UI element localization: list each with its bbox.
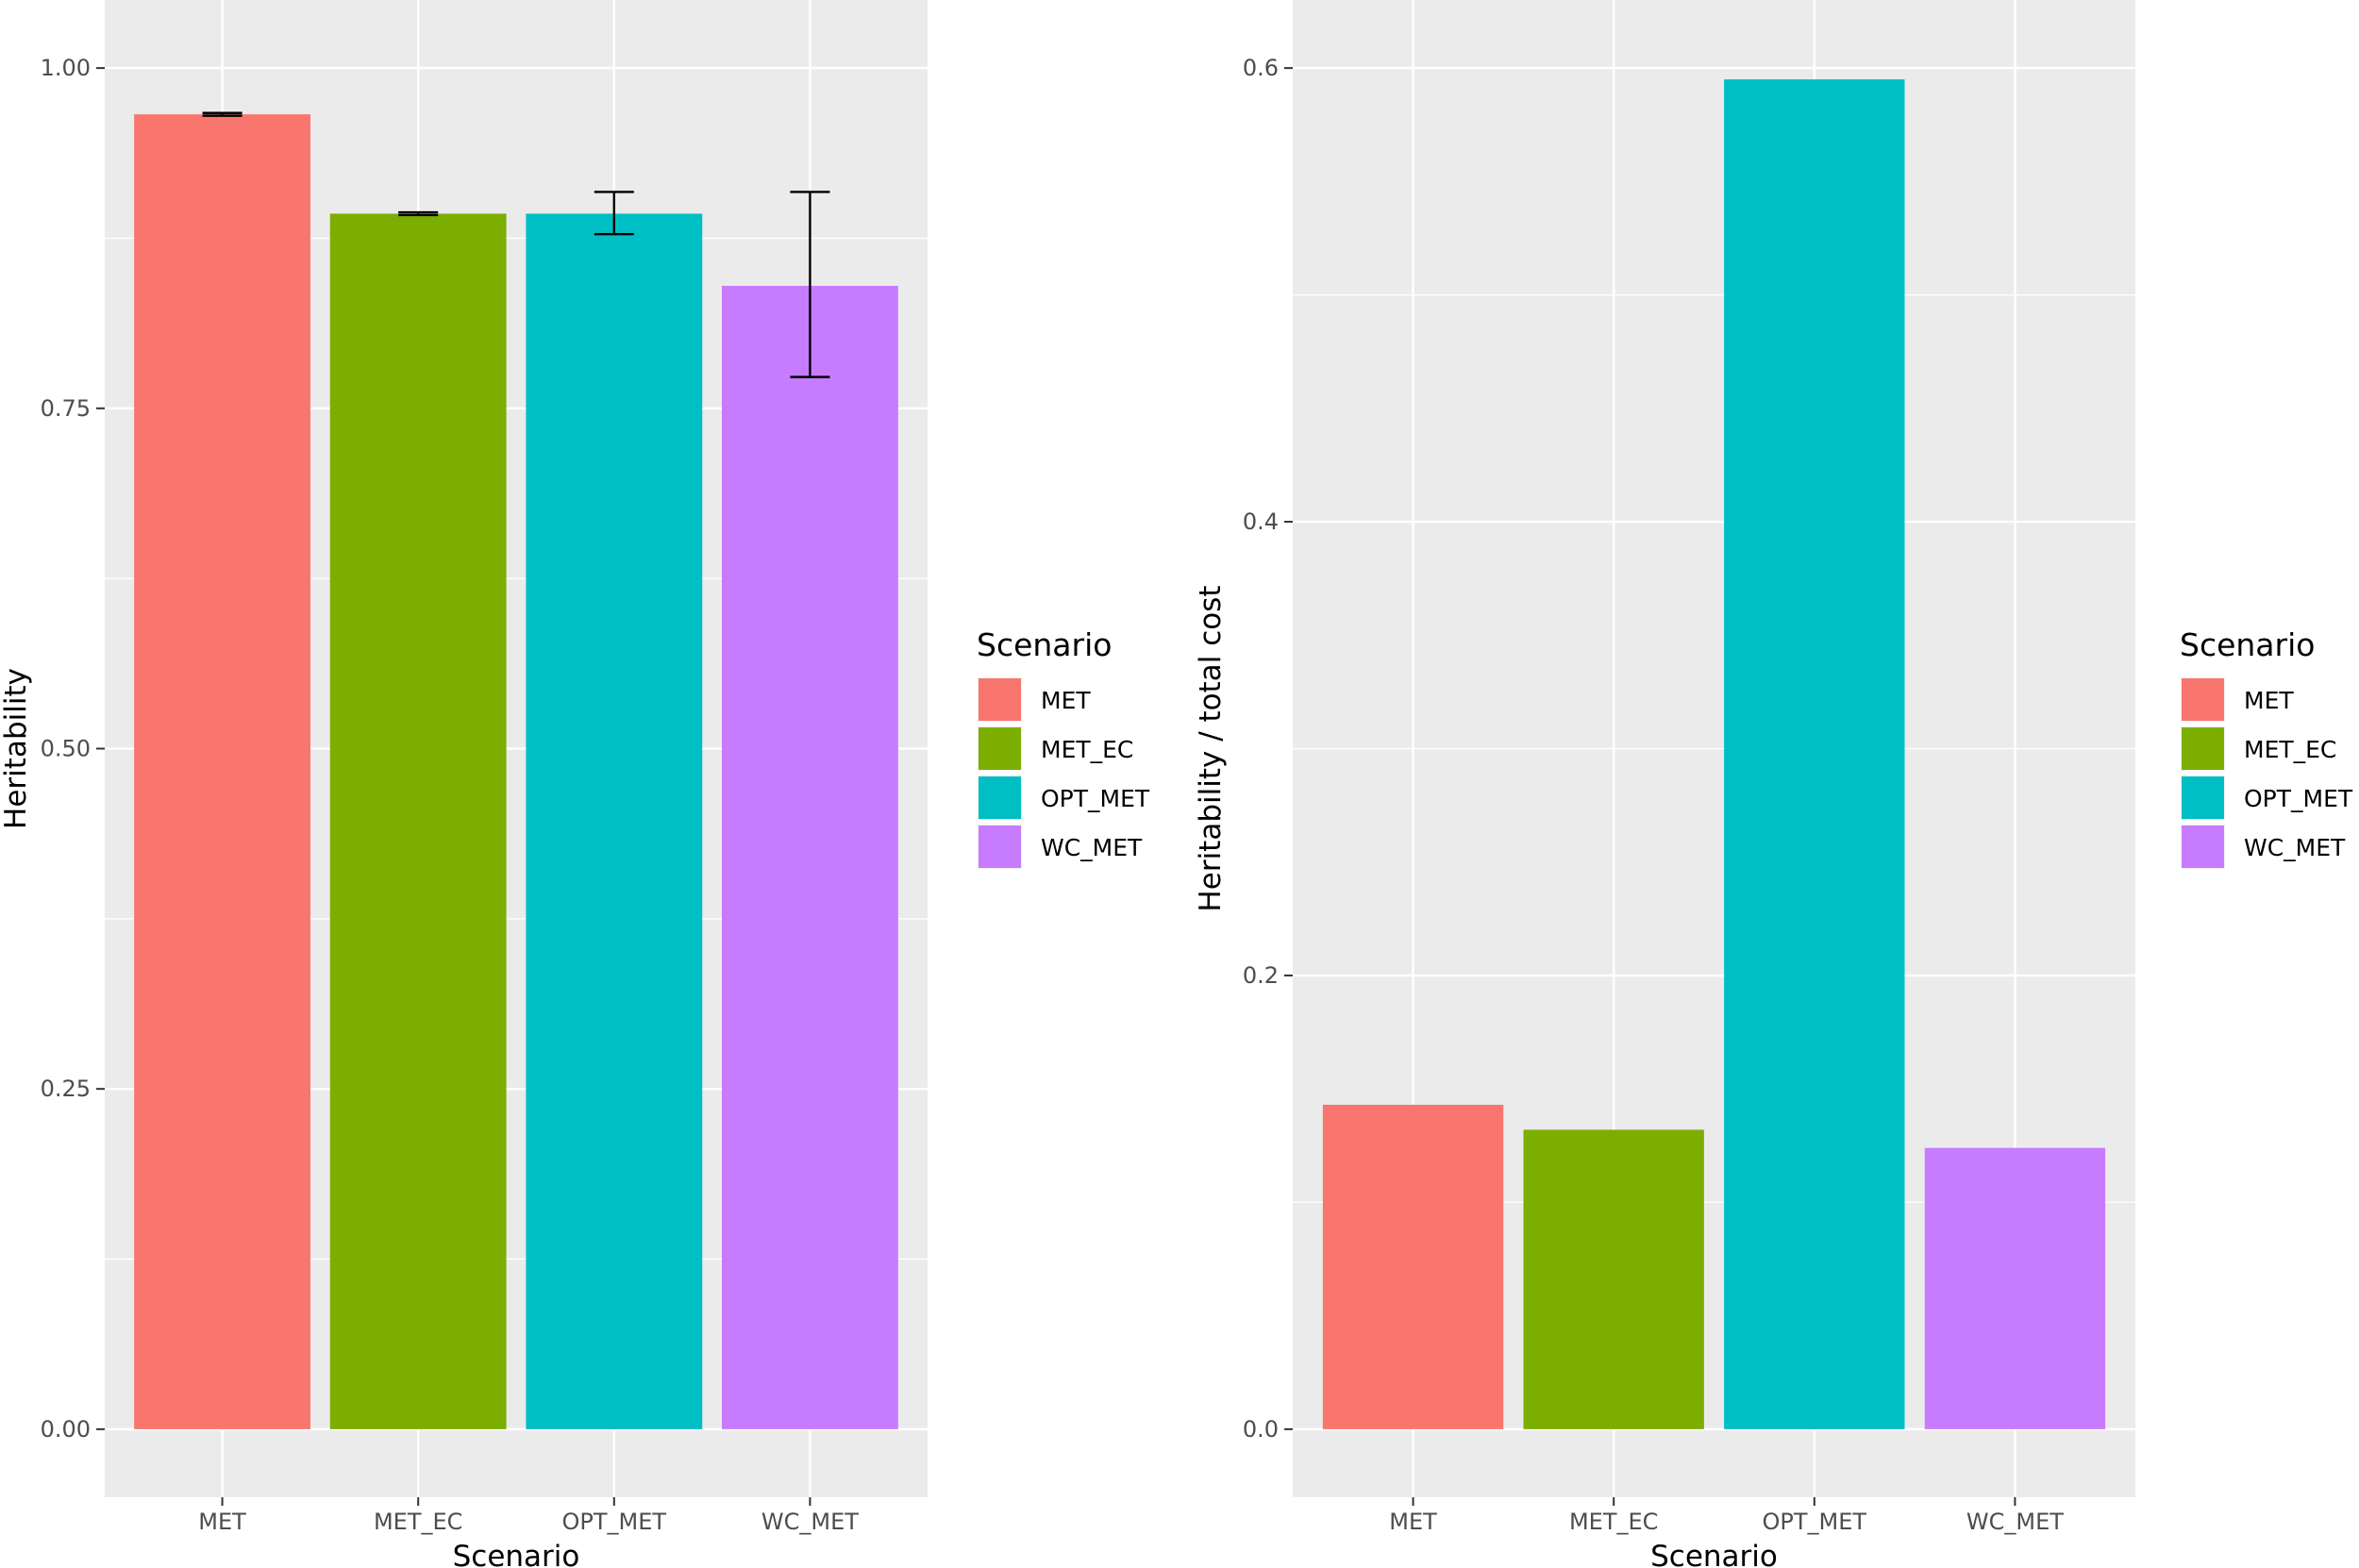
y-axis-title: Heritability bbox=[0, 668, 33, 829]
error-bar-opt-met bbox=[594, 191, 634, 236]
legend-label: OPT_MET bbox=[1041, 785, 1150, 812]
x-tick-label: WC_MET bbox=[1966, 1509, 2064, 1535]
legend-label: MET_EC bbox=[2244, 736, 2336, 763]
legend-title: Scenario bbox=[977, 626, 1112, 663]
y-tick-label: 0.4 bbox=[1243, 509, 1279, 535]
x-tick-label: OPT_MET bbox=[1763, 1509, 1867, 1535]
legend-swatch bbox=[979, 826, 1021, 868]
bar-met-ec bbox=[1523, 1129, 1704, 1429]
x-axis-title: Scenario bbox=[453, 1540, 580, 1568]
bar-met-ec bbox=[329, 213, 507, 1429]
legend-swatch bbox=[2182, 727, 2224, 770]
x-axis-title: Scenario bbox=[1650, 1540, 1778, 1568]
legend-title: Scenario bbox=[2180, 626, 2315, 663]
legend-swatch bbox=[979, 727, 1021, 770]
x-tick-label: OPT_MET bbox=[562, 1509, 667, 1535]
y-tick-label: 0.2 bbox=[1243, 962, 1279, 989]
y-axis-title: Heritability / total cost bbox=[1194, 585, 1228, 911]
y-tick-label: 0.50 bbox=[41, 736, 91, 762]
y-tick-label: 0.0 bbox=[1243, 1416, 1279, 1443]
y-tick-label: 0.75 bbox=[41, 395, 91, 422]
legend-swatch bbox=[2182, 826, 2224, 868]
error-bar-met bbox=[202, 111, 243, 117]
legend-swatch bbox=[979, 678, 1021, 721]
y-tick-label: 1.00 bbox=[41, 55, 91, 81]
x-tick-label: WC_MET bbox=[761, 1509, 859, 1535]
y-tick-label: 0.25 bbox=[41, 1076, 91, 1102]
legend: Scenario MET MET_EC OPT_MET WC_MET bbox=[2180, 626, 2353, 869]
error-bar-wc-met bbox=[790, 191, 830, 378]
bar-met bbox=[134, 114, 310, 1429]
x-tick-label: MET_EC bbox=[374, 1509, 462, 1535]
legend-swatch bbox=[2182, 776, 2224, 819]
legend-label: WC_MET bbox=[1041, 834, 1143, 861]
legend-label: WC_MET bbox=[2244, 834, 2346, 861]
legend-swatch bbox=[979, 776, 1021, 819]
bar-wc-met bbox=[1924, 1147, 2106, 1429]
bar-opt-met bbox=[526, 213, 703, 1429]
y-tick-label: 0.00 bbox=[41, 1416, 91, 1443]
legend-label: MET_EC bbox=[1041, 736, 1133, 763]
chart-1: 0.00 0.25 0.50 0.75 1.00 MET MET_EC OPT_MET WC_M… bbox=[0, 0, 1150, 1568]
x-tick-label: MET_EC bbox=[1569, 1509, 1658, 1535]
y-tick-label: 0.6 bbox=[1243, 55, 1279, 81]
x-tick-label: MET bbox=[198, 1509, 246, 1535]
bar-wc-met bbox=[722, 285, 898, 1429]
legend: Scenario MET MET_EC OPT_MET WC_MET bbox=[977, 626, 1150, 869]
legend-label: MET bbox=[1041, 687, 1091, 714]
bar-opt-met bbox=[1724, 79, 1905, 1429]
legend-swatch bbox=[2182, 678, 2224, 721]
bar-met bbox=[1322, 1105, 1504, 1429]
error-bar-met-ec bbox=[398, 210, 439, 217]
legend-label: MET bbox=[2244, 687, 2294, 714]
x-tick-label: MET bbox=[1389, 1509, 1437, 1535]
legend-label: OPT_MET bbox=[2244, 785, 2353, 812]
